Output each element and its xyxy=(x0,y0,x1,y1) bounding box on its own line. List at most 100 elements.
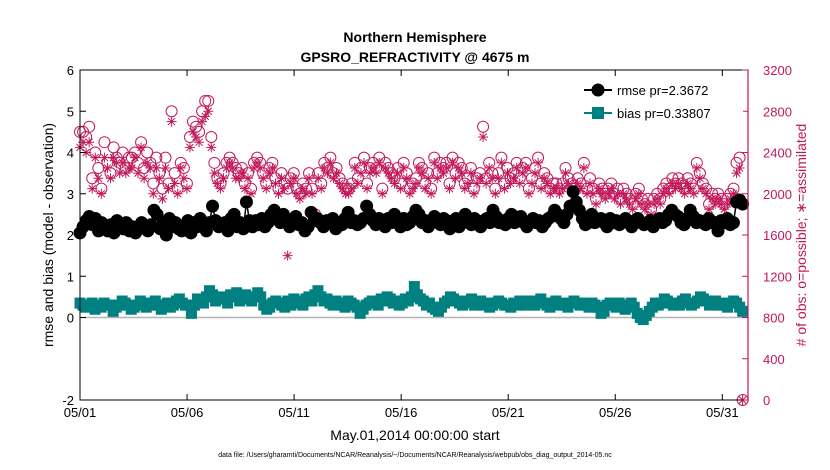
obs-assimilated-marker xyxy=(133,168,144,179)
obs-assimilated-marker xyxy=(487,173,498,184)
obs-assimilated-marker xyxy=(413,162,424,173)
obs-assimilated-marker xyxy=(349,162,360,173)
bias-point xyxy=(207,289,219,301)
bias-point xyxy=(598,305,610,317)
obs-assimilated-marker xyxy=(264,168,275,179)
obs-assimilated-marker xyxy=(557,183,568,194)
obs-assimilated-marker xyxy=(273,188,284,199)
x-tick-label: 05/31 xyxy=(706,405,739,420)
bias-point xyxy=(737,305,749,317)
obs-assimilated-marker xyxy=(93,173,104,184)
obs-assimilated-marker xyxy=(145,162,156,173)
y-right-tick-label: 0 xyxy=(763,393,770,408)
obs-assimilated-marker xyxy=(117,157,128,168)
obs-assimilated-marker xyxy=(563,178,574,189)
obs-assimilated-marker xyxy=(609,193,620,204)
obs-assimilated-marker xyxy=(355,168,366,179)
obs-assimilated-marker xyxy=(200,111,211,122)
bias-point xyxy=(104,299,116,311)
obs-assimilated-marker xyxy=(374,157,385,168)
bias-point xyxy=(182,299,194,311)
obs-assimilated-marker xyxy=(337,183,348,194)
obs-assimilated-marker xyxy=(716,199,727,210)
obs-assimilated-marker xyxy=(594,183,605,194)
obs-assimilated-marker xyxy=(331,168,342,179)
bias-point xyxy=(222,297,234,309)
obs-assimilated-marker xyxy=(624,199,635,210)
obs-assimilated-marker xyxy=(362,183,373,194)
obs-assimilated-marker xyxy=(218,173,229,184)
footnote-data-file: data file: /Users/gharamti/Documents/NCA… xyxy=(218,452,612,459)
obs-assimilated-marker xyxy=(694,173,705,184)
y-left-tick-label: -2 xyxy=(62,393,74,408)
obs-assimilated-marker xyxy=(142,157,153,168)
legend-bias-label: bias pr=0.33807 xyxy=(617,106,711,121)
obs-assimilated-marker xyxy=(493,173,504,184)
obs-assimilated-marker xyxy=(221,162,232,173)
obs-assimilated-marker xyxy=(520,162,531,173)
chart-title-line2: GPSRO_REFRACTIVITY @ 4675 m xyxy=(301,49,530,65)
obs-assimilated-marker xyxy=(282,250,293,261)
obs-assimilated-marker xyxy=(154,173,165,184)
y-left-tick-label: 0 xyxy=(67,311,74,326)
bias-point xyxy=(372,299,384,311)
obs-assimilated-marker xyxy=(505,178,516,189)
obs-assimilated-marker xyxy=(197,116,208,127)
obs-assimilated-marker xyxy=(285,178,296,189)
obs-assimilated-marker xyxy=(233,173,244,184)
obs-assimilated-marker xyxy=(697,183,708,194)
obs-assimilated-marker xyxy=(704,204,715,215)
obs-assimilated-marker xyxy=(459,183,470,194)
y-right-tick-label: 3200 xyxy=(763,63,792,78)
y-axis-left-ticks: -2 0 1 2 3 4 5 6 xyxy=(62,63,86,408)
obs-assimilated-marker xyxy=(649,199,660,210)
obs-assimilated-marker xyxy=(102,162,113,173)
obs-assimilated-marker xyxy=(334,178,345,189)
obs-count-series xyxy=(74,94,749,406)
obs-possible-marker xyxy=(83,120,96,133)
x-tick-label: 05/21 xyxy=(492,405,525,420)
obs-assimilated-marker xyxy=(539,173,550,184)
obs-assimilated-marker xyxy=(313,173,324,184)
obs-assimilated-marker xyxy=(545,188,556,199)
obs-assimilated-marker xyxy=(129,152,140,163)
obs-assimilated-marker xyxy=(99,152,110,163)
obs-assimilated-marker xyxy=(291,188,302,199)
obs-assimilated-marker xyxy=(87,183,98,194)
obs-assimilated-marker xyxy=(120,168,131,179)
y-left-tick-label: 6 xyxy=(67,63,74,78)
obs-assimilated-marker xyxy=(432,173,443,184)
bias-point xyxy=(188,299,200,311)
obs-assimilated-marker xyxy=(105,173,116,184)
bias-point xyxy=(466,293,478,305)
obs-assimilated-marker xyxy=(410,178,421,189)
obs-assimilated-marker xyxy=(203,106,214,117)
y-right-tick-label: 1600 xyxy=(763,228,792,243)
obs-assimilated-marker xyxy=(328,173,339,184)
bias-point xyxy=(628,301,640,313)
bias-point xyxy=(312,285,324,297)
obs-assimilated-marker xyxy=(191,132,202,143)
y-right-tick-label: 2000 xyxy=(763,187,792,202)
obs-assimilated-marker xyxy=(441,162,452,173)
obs-assimilated-marker xyxy=(581,188,592,199)
obs-assimilated-marker xyxy=(676,183,687,194)
obs-assimilated-marker xyxy=(529,168,540,179)
x-tick-label: 05/26 xyxy=(599,405,632,420)
obs-assimilated-marker xyxy=(655,199,666,210)
obs-assimilated-marker xyxy=(160,162,171,173)
obs-assimilated-marker xyxy=(178,173,189,184)
obs-assimilated-marker xyxy=(389,178,400,189)
obs-assimilated-marker xyxy=(212,178,223,189)
obs-assimilated-marker xyxy=(670,183,681,194)
y-left-tick-label: 4 xyxy=(67,146,74,161)
obs-assimilated-marker xyxy=(151,162,162,173)
obs-assimilated-marker xyxy=(560,168,571,179)
obs-assimilated-marker xyxy=(224,157,235,168)
legend-bias-marker xyxy=(592,107,604,119)
obs-assimilated-marker xyxy=(319,162,330,173)
obs-assimilated-marker xyxy=(346,183,357,194)
obs-assimilated-marker xyxy=(526,178,537,189)
obs-assimilated-marker xyxy=(163,183,174,194)
